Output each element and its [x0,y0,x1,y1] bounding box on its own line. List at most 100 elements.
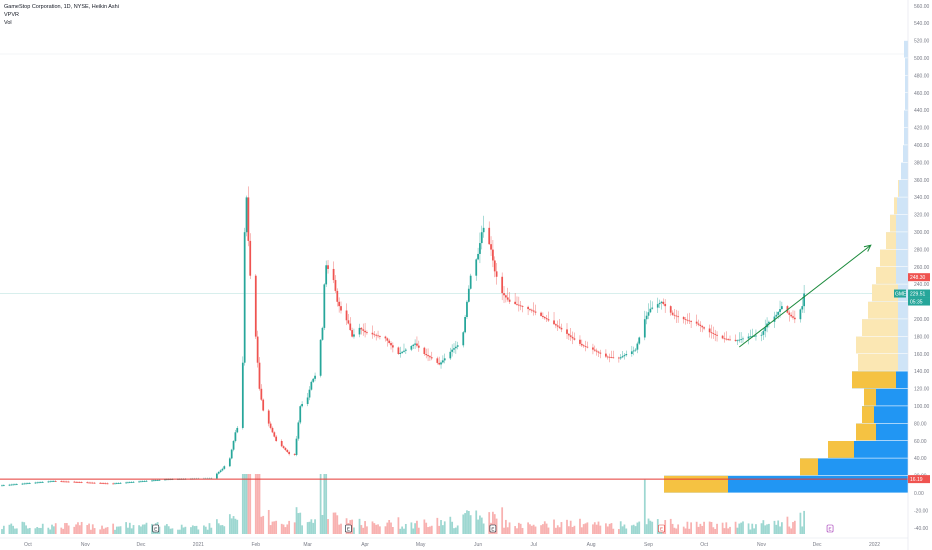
volume-bar [710,521,713,534]
volume-bar [451,521,454,534]
candle-body [165,479,168,481]
price-tick-label: 40.00 [914,456,927,462]
volume-bar [638,521,641,534]
candle-body [308,389,311,398]
volume-bar [786,516,789,534]
volume-bar [608,523,611,534]
candle-body [167,479,170,481]
volume-bar [716,523,718,534]
volume-bar [443,521,446,534]
candle-body [714,333,717,335]
candle-body [495,271,498,277]
candle-body [788,312,791,315]
candle-body [169,479,172,481]
candle-body [451,349,454,352]
volume-bar [366,526,368,534]
candle-body [710,332,713,334]
volume-bar [532,524,535,534]
volume-bar [534,526,537,534]
volume-bar [293,522,296,534]
candle-body [721,335,724,339]
volume-bar [645,524,648,534]
volume-bar [167,526,170,534]
volume-bar [12,525,14,534]
candle-body [579,339,581,344]
candle-body [230,449,233,459]
candle-body [695,321,698,324]
volume-bar [28,527,31,534]
candle-body [88,482,90,484]
volume-bar [208,523,211,534]
candle-body [228,458,231,467]
profile-value-area [852,371,896,389]
candle-body [686,319,689,321]
volume-bar [180,524,183,534]
candle-body [78,482,81,483]
volume-bar [391,526,394,534]
candle-body [403,350,405,352]
candle-body [412,344,415,346]
candle-body [701,326,704,328]
candle-body [506,297,509,300]
candle-body [221,468,224,471]
time-axis[interactable]: Oct Nov Dec 2021 Feb Mar Apr May Jun Jul Aug Sep Oct… [0,537,908,548]
volume-bar [23,522,26,534]
candle-body [777,311,780,315]
volume-label[interactable]: Vol [4,20,12,26]
volume-bar [228,514,231,534]
volume-bar [779,526,781,534]
volume-bar [332,512,335,534]
candle-body [436,358,439,363]
candle-body [595,350,598,352]
support-price-tag: 16.19 [910,477,923,483]
candle-body [90,482,92,484]
volume-bar [508,522,511,534]
volume-bar [219,525,222,534]
candle-body [534,311,537,313]
candle-body [132,481,135,483]
volume-bar [453,528,455,534]
candle-body [764,327,767,332]
volume-bar [319,474,322,534]
profile-bar [905,58,908,75]
earnings-marker [152,524,160,533]
candle-body [464,317,466,333]
volume-bar [592,524,594,534]
volume-bar [699,523,702,534]
volume-bar [60,527,63,534]
candle-body [566,329,568,334]
volume-bar [86,525,89,534]
candle-body [690,321,692,322]
candle-body [77,482,79,483]
volume-bar [747,523,750,534]
candle-body [553,320,555,325]
candle-body [54,481,57,482]
profile-bar [894,197,908,215]
volume-bar [734,521,737,534]
volume-bar [54,523,57,534]
candle-body [345,310,348,321]
candle-body [282,446,285,448]
candle-body [669,306,672,313]
candle-body [605,353,607,357]
candle-body [91,482,94,484]
price-tick-label: 180.00 [914,334,930,340]
candle-body [792,316,794,318]
volume-bar [799,512,802,534]
vpvr-label[interactable]: VPVR [4,12,19,18]
candle-body [256,336,259,363]
earnings-marker [345,524,352,533]
candle-body [391,345,394,348]
profile-value-area [800,458,818,476]
volume-bar [482,523,485,534]
symbol-title[interactable]: GameStop Corporation, 1D, NYSE, Heikin A… [4,4,119,10]
volume-bar [584,523,587,534]
volume-bar [495,518,498,534]
profile-bar [904,40,908,58]
candle-body [75,481,77,483]
last-price-tag: 229.51 [910,292,926,298]
candle-body [490,244,492,250]
candle-body [275,436,278,441]
